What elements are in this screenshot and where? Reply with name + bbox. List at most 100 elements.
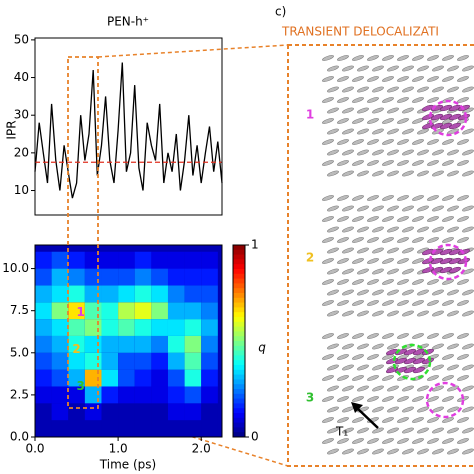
- heatmap-cell: [151, 268, 168, 286]
- molecule: [372, 427, 384, 434]
- heatmap-cell: [134, 251, 152, 269]
- heatmap-cell: [84, 352, 102, 370]
- annotation: T₁: [335, 425, 348, 439]
- heatmap-cell: [167, 268, 185, 286]
- molecule: [462, 385, 474, 392]
- snapshot: [322, 333, 474, 455]
- x-tick-label: 0.0: [25, 442, 44, 456]
- heatmap-cell: [201, 386, 218, 404]
- heatmap-cell: [68, 352, 85, 370]
- molecule: [447, 427, 459, 434]
- molecule: [342, 310, 354, 317]
- molecule: [342, 170, 354, 177]
- heatmap-cell: [35, 335, 52, 353]
- molecule: [327, 385, 339, 392]
- molecule: [462, 226, 474, 233]
- molecule: [357, 107, 369, 114]
- molecule: [342, 289, 354, 296]
- molecule: [412, 195, 424, 201]
- colorbar-segment: [233, 297, 245, 304]
- molecule: [322, 300, 334, 306]
- molecule: [457, 55, 469, 61]
- y-tick-label: 7.5: [10, 303, 29, 317]
- heatmap-cell: [51, 251, 69, 269]
- heatmap-cell: [151, 386, 168, 404]
- axes-frame: [34, 37, 223, 216]
- molecule: [387, 385, 399, 392]
- molecule: [397, 97, 409, 103]
- molecule: [387, 268, 399, 275]
- molecule: [417, 205, 429, 212]
- molecule: [387, 149, 399, 156]
- snapshot-label: 2: [306, 251, 314, 265]
- molecule: [367, 55, 379, 61]
- molecule: [322, 396, 334, 402]
- molecule: [342, 247, 354, 254]
- heatmap-cell: [51, 369, 69, 387]
- heatmap-cell: [134, 335, 152, 353]
- colorbar-segment: [233, 245, 245, 251]
- heatmap-cell: [134, 369, 152, 387]
- charged-molecule: [440, 104, 452, 112]
- molecule: [447, 448, 459, 455]
- molecule: [367, 300, 379, 306]
- highlight-circle: [428, 99, 468, 137]
- heatmap-cell: [201, 369, 218, 387]
- colorbar-tick-label: 1: [251, 238, 259, 252]
- charged-molecule: [413, 357, 425, 365]
- molecule: [447, 364, 459, 371]
- molecule: [342, 128, 354, 135]
- molecule: [357, 149, 369, 156]
- molecule: [457, 333, 469, 339]
- molecule: [367, 279, 379, 285]
- heatmap-cell: [35, 369, 52, 387]
- molecule: [337, 139, 349, 145]
- heatmap-cell: [151, 285, 168, 303]
- molecule: [382, 160, 394, 166]
- molecule: [357, 170, 369, 177]
- colorbar-segment: [233, 379, 245, 385]
- heatmap-cell: [167, 302, 185, 320]
- molecule: [447, 310, 459, 317]
- molecule: [402, 247, 414, 254]
- charged-molecule: [413, 366, 425, 374]
- molecule: [322, 417, 334, 423]
- molecule: [352, 258, 364, 264]
- molecule: [382, 118, 394, 124]
- heatmap-cell: [201, 251, 218, 269]
- molecule: [322, 279, 334, 285]
- molecule: [337, 195, 349, 201]
- heatmap-cell: [167, 420, 185, 437]
- colorbar-segment: [233, 393, 245, 400]
- heatmap-cell: [167, 319, 185, 336]
- molecule: [412, 55, 424, 61]
- molecule: [412, 160, 424, 166]
- molecule: [397, 258, 409, 264]
- heatmap-cell: [118, 319, 135, 336]
- heatmap-cell: [118, 335, 135, 353]
- colorbar-label: q: [258, 341, 266, 355]
- molecule: [352, 333, 364, 339]
- molecule: [337, 118, 349, 124]
- molecule: [342, 448, 354, 455]
- molecule: [417, 406, 429, 413]
- heatmap-cell: [201, 285, 218, 303]
- molecule: [357, 427, 369, 434]
- molecule: [337, 333, 349, 339]
- molecule: [447, 343, 459, 350]
- molecule: [402, 268, 414, 275]
- molecule: [427, 76, 439, 82]
- y-tick-label: 10: [14, 183, 29, 197]
- molecule: [397, 216, 409, 222]
- y-tick-label: 10.0: [2, 261, 29, 275]
- molecule: [462, 343, 474, 350]
- molecule: [382, 76, 394, 82]
- charged-molecule: [440, 113, 452, 121]
- molecule: [357, 226, 369, 233]
- molecule: [462, 170, 474, 177]
- molecule: [397, 195, 409, 201]
- molecule: [432, 385, 444, 392]
- panel-label: c): [275, 5, 286, 19]
- colorbar-tick-label: 0: [251, 430, 259, 444]
- molecule: [322, 118, 334, 124]
